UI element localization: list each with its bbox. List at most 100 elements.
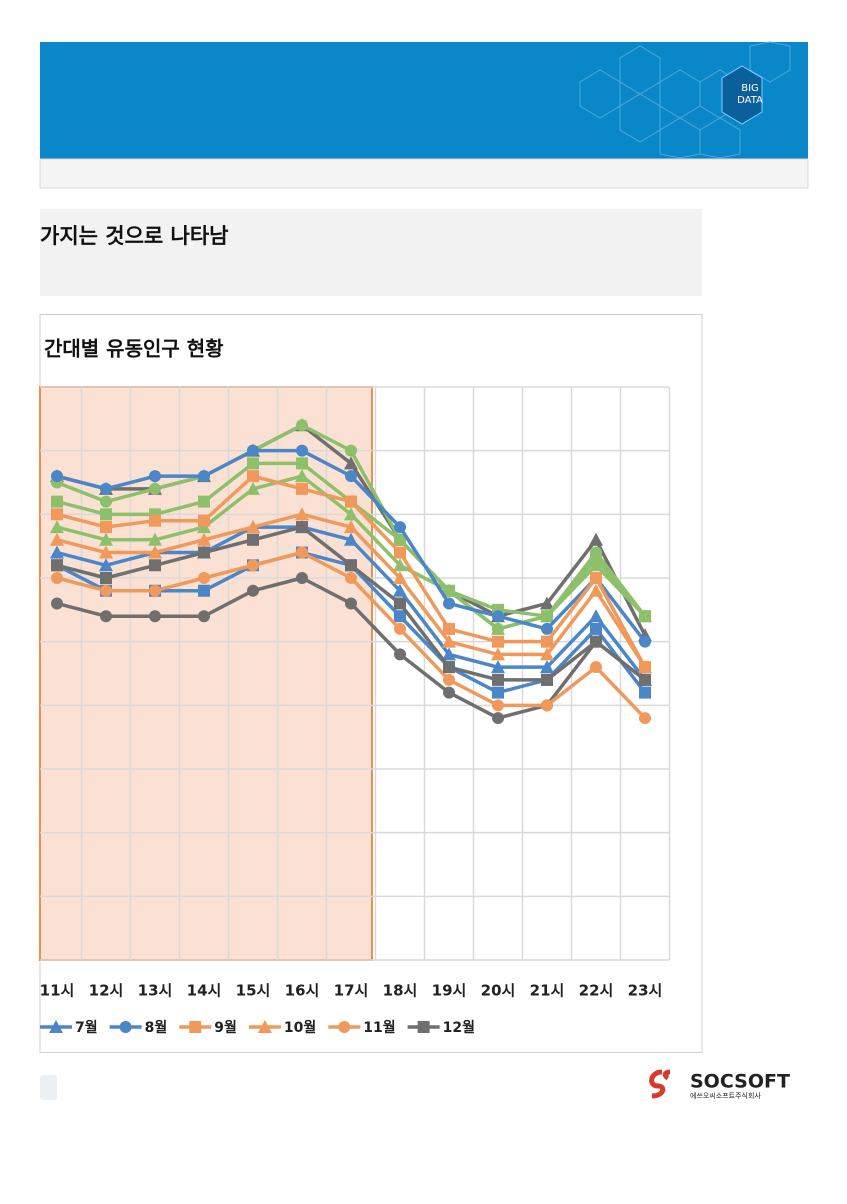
marker (492, 610, 504, 623)
marker (492, 712, 504, 725)
summary-text: 가지는 것으로 나타남 (40, 224, 229, 248)
marker (639, 712, 651, 725)
marker (100, 610, 112, 623)
marker (394, 648, 406, 661)
marker (100, 521, 112, 534)
marker (639, 686, 651, 699)
nav-bar (39, 158, 809, 189)
marker (296, 419, 308, 432)
marker (99, 558, 113, 572)
marker (345, 470, 357, 483)
x-tick-label: 15시 (236, 982, 271, 1000)
x-tick-label: 11시 (40, 982, 75, 1000)
x-tick-label: 14시 (187, 982, 222, 1000)
marker (443, 597, 455, 610)
badge-text: BIG (741, 83, 759, 94)
legend-marker (189, 1021, 202, 1033)
marker (639, 635, 651, 648)
marker (100, 572, 112, 584)
marker (198, 584, 210, 597)
marker (491, 647, 505, 661)
marker (393, 571, 407, 584)
marker (148, 545, 162, 559)
marker (198, 495, 210, 508)
marker (393, 558, 407, 572)
button[interactable] (40, 1075, 57, 1100)
legend-marker (49, 1020, 63, 1033)
marker (345, 444, 357, 457)
logo-text: SOCSOFT (690, 1071, 790, 1093)
marker (149, 584, 161, 597)
marker (344, 532, 358, 546)
marker (541, 673, 553, 686)
marker (100, 584, 112, 597)
marker (540, 609, 554, 623)
marker (247, 444, 259, 457)
marker (51, 495, 63, 508)
marker (492, 635, 504, 648)
marker (50, 545, 64, 559)
legend-marker (338, 1021, 351, 1033)
marker (442, 647, 456, 661)
marker (394, 597, 406, 610)
x-tick-label: 13시 (138, 982, 173, 1000)
marker (394, 610, 406, 623)
summary-box (40, 209, 702, 296)
badge-text: DATA (737, 95, 763, 106)
marker (149, 482, 161, 495)
x-tick-label: 16시 (285, 982, 320, 1000)
marker (589, 558, 603, 572)
marker (149, 559, 161, 572)
marker (345, 559, 357, 572)
logo-mark (649, 1069, 671, 1099)
legend-marker (417, 1021, 430, 1033)
marker (295, 507, 309, 521)
marker (51, 597, 63, 610)
marker (148, 532, 162, 546)
marker (394, 533, 406, 546)
marker (296, 482, 308, 495)
marker (51, 508, 63, 521)
x-tick-label: 21시 (530, 982, 565, 1000)
marker (100, 495, 112, 508)
marker (198, 514, 210, 527)
marker (50, 520, 64, 534)
x-tick-label: 23시 (628, 982, 663, 1000)
marker (394, 521, 406, 534)
header-bar (40, 42, 808, 159)
marker (296, 546, 308, 559)
marker (394, 622, 406, 635)
marker (590, 635, 602, 648)
x-tick-label: 19시 (432, 982, 467, 1000)
marker (100, 508, 112, 521)
marker (149, 514, 161, 527)
marker (491, 621, 505, 635)
marker (99, 545, 113, 559)
marker (540, 660, 554, 674)
marker (296, 521, 308, 534)
marker (149, 610, 161, 623)
marker (442, 583, 456, 597)
marker (247, 533, 259, 546)
marker (638, 660, 652, 674)
highlight-region (39, 386, 373, 961)
x-tick-label: 22시 (579, 982, 614, 1000)
marker (345, 597, 357, 610)
marker (51, 470, 63, 483)
marker (491, 660, 505, 674)
legend-label: 12월 (443, 1019, 475, 1036)
x-tick-label: 17시 (334, 982, 369, 1000)
marker (50, 532, 64, 546)
marker (51, 559, 63, 572)
marker (344, 520, 358, 534)
marker (247, 559, 259, 572)
legend-label: 11월 (363, 1019, 395, 1036)
marker (394, 546, 406, 559)
marker (492, 699, 504, 712)
legend-label: 10월 (284, 1019, 316, 1036)
marker (296, 444, 308, 457)
marker (197, 532, 211, 546)
x-tick-label: 18시 (383, 982, 418, 1000)
